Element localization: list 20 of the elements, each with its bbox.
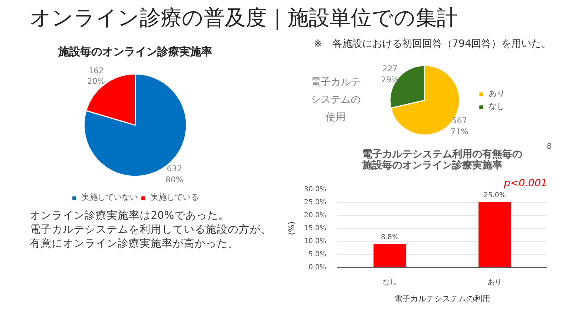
text: 電子カルテシステムの使用 xyxy=(310,77,361,124)
data-label: 632 80% xyxy=(166,164,184,185)
data-label: 162 20% xyxy=(87,66,106,86)
text: オンライン診療実施率は20%であった。 xyxy=(30,209,230,224)
data-label: 227 29% xyxy=(381,64,400,84)
legend-label: 実施している xyxy=(151,192,199,203)
text: 有意にオンライン診療実施率が高かった。 xyxy=(30,237,239,252)
text: 電子カルテシステムを利用している施設の方が、 xyxy=(30,223,272,238)
chart-title: 施設毎のオンライン診療実施率 xyxy=(58,46,212,58)
data-label: 567 71% xyxy=(450,116,470,136)
annotation: p<0.001 xyxy=(503,178,548,190)
text: オンライン診療の普及度｜施設単位での集計 xyxy=(30,5,458,32)
chart-title: 電子カルテシステム利用の有無毎の施設毎のオンライン診療実施率 xyxy=(362,148,522,172)
text: 8 xyxy=(547,142,552,153)
y-axis-title: (%) xyxy=(287,222,296,236)
legend-label: なし xyxy=(489,101,506,112)
legend-label: 実施していない xyxy=(82,192,138,203)
text: ※ 各施設における初回回答（794回答）を用いた。 xyxy=(314,38,552,52)
legend-label: あり xyxy=(489,88,506,99)
x-axis-title: 電子カルテシステムの利用 xyxy=(394,294,490,304)
